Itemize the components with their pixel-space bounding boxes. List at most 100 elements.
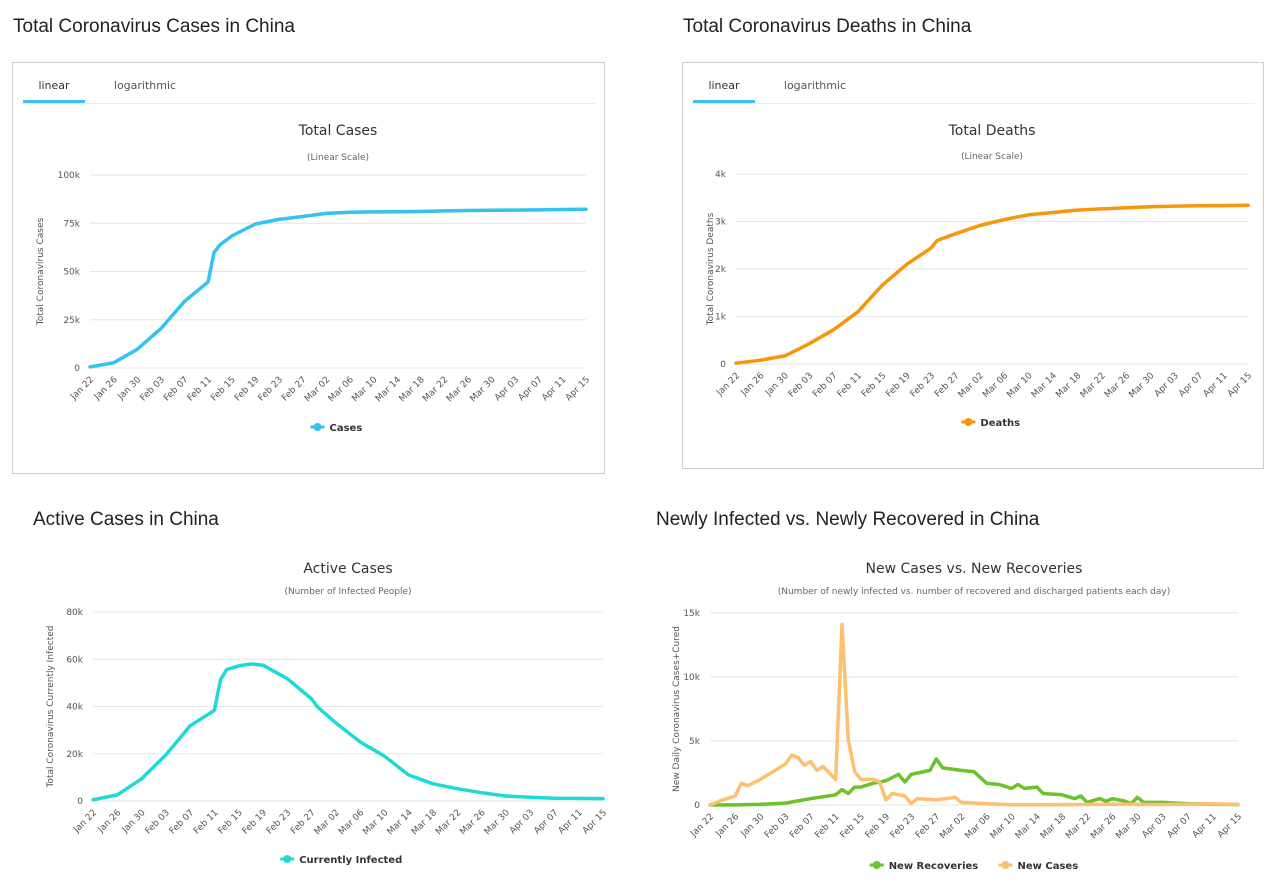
x-tick-label: Mar 02 <box>938 812 967 841</box>
scale-tabs: linear logarithmic <box>21 71 596 104</box>
x-tick-label: Mar 14 <box>386 808 415 837</box>
section-title-total-deaths: Total Coronavirus Deaths in China <box>683 16 972 37</box>
x-tick-label: Jan 22 <box>71 808 99 836</box>
y-axis-label: Total Coronavirus Cases <box>36 217 46 326</box>
x-tick-label: Jan 30 <box>739 812 767 840</box>
x-tick-label: Mar 06 <box>337 808 366 837</box>
y-tick-label: 1k <box>715 313 727 323</box>
series-line-new-recoveries <box>708 757 1240 807</box>
x-tick-label: Apr 11 <box>557 808 585 836</box>
tab-logarithmic[interactable]: logarithmic <box>113 79 177 92</box>
x-tick-label: Feb 27 <box>289 808 317 836</box>
chart-subtitle: (Linear Scale) <box>307 153 369 163</box>
chart-subtitle: (Number of Infected People) <box>284 587 411 597</box>
y-tick-label: 60k <box>66 655 83 665</box>
chart-title: Total Deaths <box>948 123 1036 139</box>
x-tick-label: Feb 15 <box>216 808 244 836</box>
chart-title: Active Cases <box>303 561 392 577</box>
x-tick-label: Feb 19 <box>241 808 270 837</box>
x-tick-label: Mar 18 <box>410 808 439 837</box>
chart-title: New Cases vs. New Recoveries <box>866 561 1083 577</box>
active-cases-chart: Active Cases (Number of Infected People) 0… <box>46 561 609 866</box>
legend-item: New Cases <box>998 861 1079 872</box>
x-tick-label: Apr 11 <box>540 375 568 403</box>
y-tick-label: 20k <box>66 750 83 760</box>
legend-marker <box>1001 861 1010 869</box>
x-tick-label: Apr 07 <box>1177 371 1205 399</box>
x-tick-label: Apr 07 <box>517 375 545 403</box>
y-tick-label: 0 <box>720 360 726 370</box>
y-tick-label: 40k <box>66 703 83 713</box>
x-tick-label: Mar 14 <box>1014 812 1043 841</box>
y-tick-label: 0 <box>77 797 83 807</box>
y-tick-label: 0 <box>694 801 700 811</box>
chart-subtitle: (Linear Scale) <box>961 152 1023 162</box>
tab-linear[interactable]: linear <box>693 71 755 103</box>
legend-marker <box>283 855 292 863</box>
y-tick-label: 3k <box>715 218 727 228</box>
legend-label: New Cases <box>1018 861 1079 872</box>
legend-item: New Recoveries <box>869 861 979 872</box>
legend-item: Deaths <box>961 418 1020 429</box>
x-tick-label: Mar 22 <box>1064 812 1093 841</box>
x-tick-label: Feb 03 <box>763 812 791 840</box>
legend-label: Currently Infected <box>299 855 402 866</box>
y-tick-label: 4k <box>715 170 727 180</box>
y-tick-label: 2k <box>715 265 727 275</box>
y-tick-label: 80k <box>66 608 83 618</box>
x-tick-label: Apr 11 <box>1191 812 1219 840</box>
x-tick-label: Feb 11 <box>836 371 864 399</box>
legend-marker <box>313 423 322 431</box>
section-title-active-cases: Active Cases in China <box>33 509 219 530</box>
x-tick-label: Mar 10 <box>1005 371 1034 400</box>
x-tick-label: Mar 02 <box>957 371 986 400</box>
x-tick-label: Mar 10 <box>361 808 390 837</box>
x-tick-label: Apr 03 <box>1153 371 1181 399</box>
chart-subtitle: (Number of newly infected vs. number of … <box>778 587 1171 597</box>
tab-logarithmic[interactable]: logarithmic <box>783 79 847 92</box>
x-tick-label: Mar 10 <box>989 812 1018 841</box>
x-tick-label: Feb 27 <box>914 812 942 840</box>
legend-marker <box>964 418 973 426</box>
x-tick-label: Mar 02 <box>313 808 342 837</box>
new-cases-vs-recoveries-chart: New Cases vs. New Recoveries (Number of n… <box>672 561 1244 872</box>
x-tick-label: Feb 07 <box>811 371 839 399</box>
x-tick-label: Apr 15 <box>1226 371 1254 399</box>
legend-label: New Recoveries <box>889 861 979 872</box>
legend-marker <box>872 861 881 869</box>
x-tick-label: Feb 15 <box>839 812 867 840</box>
y-tick-label: 10k <box>683 673 700 683</box>
total-cases-chart: Total Cases (Linear Scale) 0 25k 50k 75k 100k T… <box>36 123 592 434</box>
x-tick-label: Feb 11 <box>186 375 214 403</box>
x-tick-label: Mar 22 <box>434 808 463 837</box>
series-line-cases <box>88 207 588 369</box>
section-title-total-cases: Total Coronavirus Cases in China <box>13 16 295 37</box>
x-tick-label: Feb 19 <box>233 375 262 404</box>
total-deaths-panel: linear logarithmic <box>682 62 1264 469</box>
x-tick-label: Feb 03 <box>787 371 815 399</box>
x-tick-label: Apr 15 <box>564 375 592 403</box>
x-tick-label: Feb 07 <box>788 812 816 840</box>
x-tick-label: Apr 03 <box>508 808 536 836</box>
x-tick-label: Feb 03 <box>144 808 172 836</box>
series-line-new-cases <box>708 622 1240 807</box>
x-tick-label: Feb 19 <box>864 812 893 841</box>
x-tick-label: Jan 22 <box>714 371 742 399</box>
tab-linear[interactable]: linear <box>23 71 85 103</box>
x-tick-label: Feb 15 <box>860 371 888 399</box>
x-tick-label: Jan 22 <box>688 812 716 840</box>
x-tick-label: Mar 30 <box>1127 371 1156 400</box>
x-tick-label: Jan 26 <box>92 375 120 403</box>
x-tick-label: Feb 15 <box>209 375 237 403</box>
x-tick-label: Jan 22 <box>68 375 96 403</box>
y-tick-label: 25k <box>63 316 80 326</box>
x-tick-label: Feb 19 <box>884 371 913 400</box>
y-tick-label: 0 <box>74 364 80 374</box>
x-tick-label: Apr 07 <box>1166 812 1194 840</box>
y-tick-label: 75k <box>63 219 80 229</box>
y-axis-label: Total Coronavirus Deaths <box>706 212 716 326</box>
legend-label: Deaths <box>980 418 1020 429</box>
y-tick-label: 50k <box>63 268 80 278</box>
x-tick-label: Feb 27 <box>933 371 961 399</box>
x-tick-label: Mar 26 <box>1103 371 1132 400</box>
